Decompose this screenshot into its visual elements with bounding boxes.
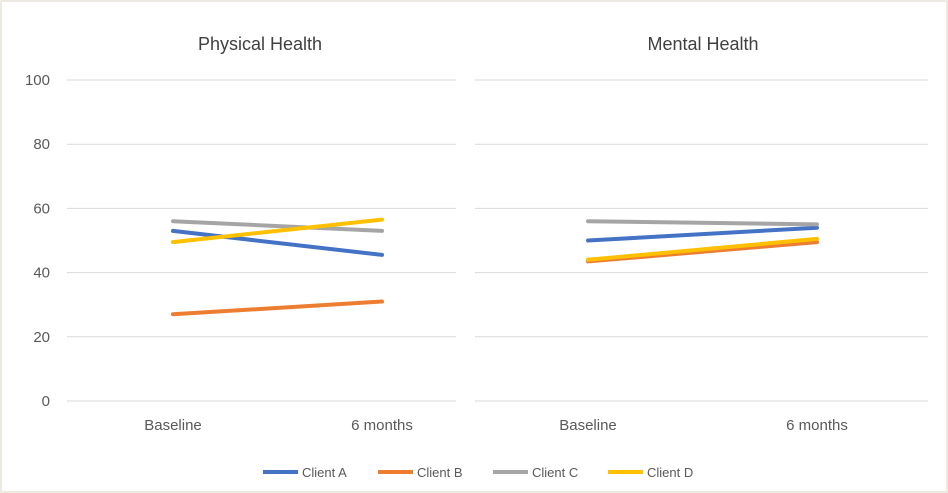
physical-health-y-tick-40: 40 xyxy=(33,265,50,282)
legend-label-client-d: Client D xyxy=(647,465,693,480)
mental-health-panel: Mental Health Baseline 6 months xyxy=(475,34,928,434)
physical-health-y-tick-80: 80 xyxy=(33,136,50,153)
physical-health-y-tick-100: 100 xyxy=(25,72,50,89)
mental-health-x-tick-baseline: Baseline xyxy=(559,417,617,434)
physical-health-line-client-a xyxy=(171,228,384,257)
mental-health-line-client-d xyxy=(586,236,819,262)
legend-item-client-d: Client D xyxy=(608,465,693,480)
physical-health-y-tick-20: 20 xyxy=(33,329,50,346)
legend-label-client-c: Client C xyxy=(532,465,578,480)
physical-health-y-tick-0: 0 xyxy=(42,393,50,410)
legend-item-client-c: Client C xyxy=(493,465,578,480)
physical-health-line-client-c xyxy=(171,219,384,233)
legend-label-client-b: Client B xyxy=(417,465,463,480)
mental-health-line-client-c xyxy=(586,219,819,227)
physical-health-x-tick-6-months: 6 months xyxy=(351,417,413,434)
mental-health-title: Mental Health xyxy=(647,34,758,54)
physical-health-title: Physical Health xyxy=(198,34,322,54)
legend-item-client-b: Client B xyxy=(378,465,463,480)
legend: Client A Client B Client C Client D xyxy=(263,465,693,480)
physical-health-panel: Physical Health 0 20 40 60 80 100 Baseline 6 mo… xyxy=(25,34,456,434)
physical-health-line-client-d xyxy=(171,217,384,245)
mental-health-line-client-a xyxy=(586,225,819,243)
physical-health-y-tick-60: 60 xyxy=(33,200,50,217)
mental-health-x-tick-6-months: 6 months xyxy=(786,417,848,434)
physical-health-line-client-b xyxy=(171,299,384,317)
legend-item-client-a: Client A xyxy=(263,465,347,480)
legend-label-client-a: Client A xyxy=(302,465,347,480)
physical-health-x-tick-baseline: Baseline xyxy=(144,417,202,434)
